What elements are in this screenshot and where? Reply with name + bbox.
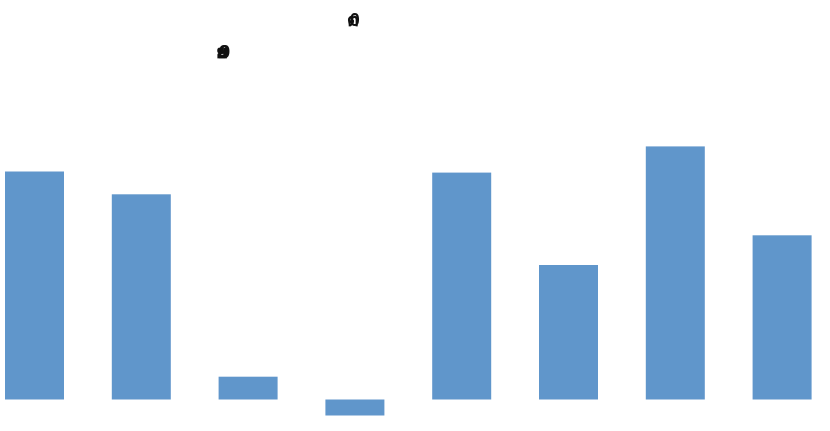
- bar-6: [539, 265, 598, 400]
- bar-7: [645, 146, 705, 400]
- bar-4: [325, 399, 385, 416]
- bar-2: [111, 194, 171, 400]
- bar-3: [218, 376, 278, 400]
- bar-8: [752, 235, 812, 400]
- bar-1: [5, 171, 64, 400]
- bar-5: [432, 172, 492, 400]
